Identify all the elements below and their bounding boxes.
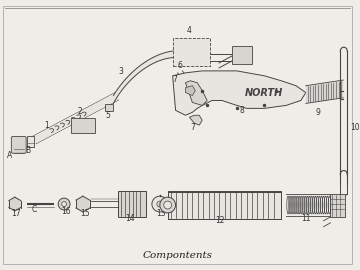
- Text: 5: 5: [105, 111, 111, 120]
- Text: Compontents: Compontents: [143, 251, 212, 260]
- Text: A: A: [7, 151, 13, 160]
- Text: C: C: [32, 205, 37, 214]
- Text: 14: 14: [125, 214, 135, 223]
- Bar: [168, 191, 281, 219]
- Circle shape: [152, 196, 168, 212]
- Bar: [27, 136, 33, 147]
- Text: 13: 13: [156, 209, 166, 218]
- Text: 2: 2: [78, 107, 83, 116]
- Text: 6: 6: [177, 61, 183, 70]
- Polygon shape: [71, 118, 95, 133]
- Circle shape: [58, 198, 70, 210]
- Polygon shape: [189, 115, 202, 125]
- Text: NORTH: NORTH: [245, 87, 283, 97]
- Bar: [104, 104, 113, 111]
- Text: 17: 17: [11, 209, 21, 218]
- Text: 7: 7: [190, 123, 195, 132]
- Polygon shape: [185, 81, 207, 105]
- Text: 1: 1: [44, 121, 49, 130]
- Text: 12: 12: [215, 216, 225, 225]
- Circle shape: [160, 197, 176, 213]
- Polygon shape: [76, 196, 90, 212]
- Text: 3: 3: [118, 67, 123, 76]
- Text: 11: 11: [301, 214, 310, 223]
- Circle shape: [164, 201, 172, 209]
- Text: 9: 9: [316, 108, 320, 117]
- Polygon shape: [185, 86, 195, 96]
- Bar: [118, 191, 146, 217]
- Text: 8: 8: [240, 106, 244, 115]
- Bar: [330, 194, 345, 217]
- Polygon shape: [33, 93, 118, 143]
- Polygon shape: [9, 197, 21, 211]
- Polygon shape: [113, 50, 188, 103]
- Polygon shape: [173, 71, 306, 115]
- Text: 15: 15: [80, 209, 90, 218]
- Text: 16: 16: [61, 207, 71, 216]
- Bar: [173, 38, 210, 66]
- Text: 7: 7: [173, 75, 177, 84]
- Text: B: B: [25, 146, 30, 155]
- Text: 4: 4: [187, 26, 192, 35]
- Circle shape: [157, 201, 163, 207]
- Circle shape: [62, 202, 67, 207]
- Text: 10: 10: [350, 123, 360, 132]
- Bar: [232, 46, 252, 64]
- FancyBboxPatch shape: [12, 136, 26, 153]
